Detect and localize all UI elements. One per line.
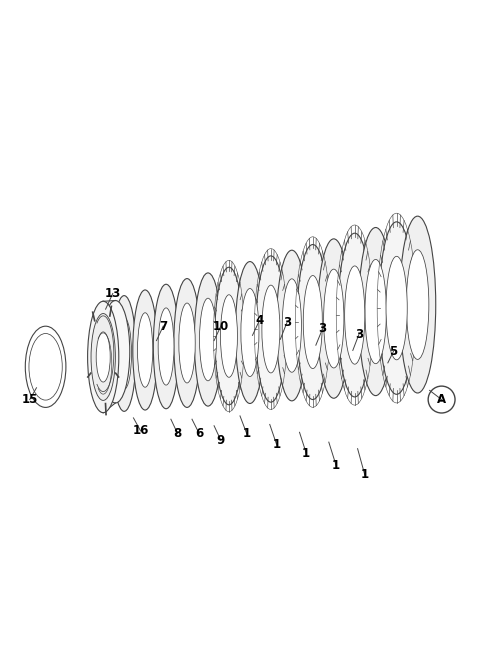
Ellipse shape [276, 250, 307, 401]
Text: 9: 9 [216, 434, 225, 447]
Ellipse shape [96, 322, 110, 392]
Text: 15: 15 [22, 393, 38, 406]
Ellipse shape [200, 298, 216, 381]
Ellipse shape [96, 332, 110, 382]
Ellipse shape [112, 295, 136, 411]
Text: A: A [437, 393, 446, 406]
Ellipse shape [379, 222, 414, 394]
Text: 3: 3 [283, 316, 291, 329]
Text: 6: 6 [195, 427, 204, 440]
Ellipse shape [241, 288, 259, 377]
Ellipse shape [303, 276, 323, 369]
Ellipse shape [117, 318, 132, 389]
Ellipse shape [386, 256, 407, 360]
Ellipse shape [324, 269, 344, 368]
Ellipse shape [399, 216, 436, 393]
Ellipse shape [215, 267, 243, 405]
Text: 1: 1 [361, 468, 369, 481]
Ellipse shape [92, 301, 115, 413]
Ellipse shape [88, 301, 119, 413]
Text: 1: 1 [243, 427, 251, 440]
Ellipse shape [153, 284, 179, 409]
Ellipse shape [407, 250, 429, 360]
Ellipse shape [338, 233, 372, 397]
Text: 3: 3 [319, 322, 326, 335]
Text: 1: 1 [332, 458, 340, 472]
Text: 1: 1 [273, 438, 280, 451]
Ellipse shape [174, 278, 200, 407]
Ellipse shape [365, 259, 386, 364]
Text: 3: 3 [355, 328, 363, 341]
Text: 7: 7 [159, 320, 167, 333]
Ellipse shape [133, 290, 157, 410]
Ellipse shape [235, 261, 264, 403]
Ellipse shape [220, 295, 238, 377]
Ellipse shape [137, 313, 153, 387]
Ellipse shape [101, 301, 130, 403]
Text: 4: 4 [255, 314, 264, 328]
Ellipse shape [282, 279, 301, 372]
Text: 13: 13 [105, 287, 121, 300]
Text: 8: 8 [173, 427, 182, 440]
Ellipse shape [297, 244, 329, 400]
Ellipse shape [256, 256, 286, 402]
Text: 10: 10 [213, 320, 229, 333]
Ellipse shape [262, 285, 280, 373]
Ellipse shape [317, 239, 350, 398]
Text: 1: 1 [302, 447, 310, 460]
Ellipse shape [158, 308, 174, 385]
Ellipse shape [359, 227, 393, 396]
Ellipse shape [345, 266, 365, 364]
Text: 16: 16 [132, 424, 149, 438]
Ellipse shape [194, 273, 222, 406]
Ellipse shape [91, 314, 115, 400]
Ellipse shape [179, 303, 195, 383]
Text: 5: 5 [389, 345, 398, 358]
